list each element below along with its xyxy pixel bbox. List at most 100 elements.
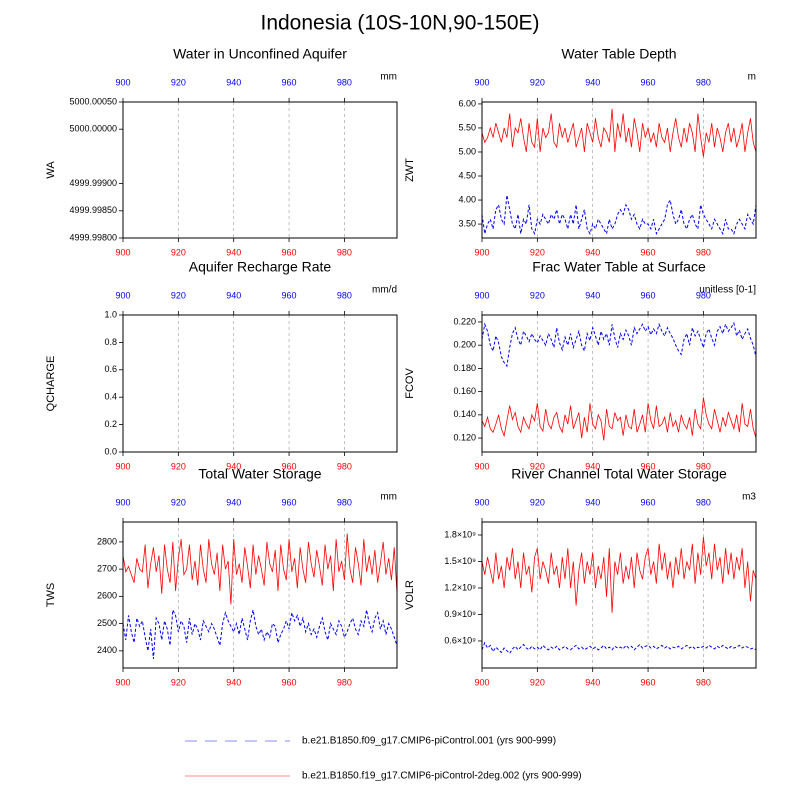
x-tick-label-top: 940 (585, 497, 600, 507)
legend-label: b.e21.B1850.f19_g17.CMIP6-piControl-2deg… (302, 771, 582, 782)
x-tick-label: 900 (115, 677, 130, 687)
panel: Water in Unconfined Aquifer mm WA 900 900 920… (45, 46, 398, 257)
x-tick-label: 920 (530, 677, 545, 687)
plot-area (482, 108, 756, 236)
x-tick-label-top: 940 (585, 290, 600, 300)
x-tick-label: 980 (337, 461, 352, 471)
x-tick-label: 920 (171, 677, 186, 687)
x-tick-label: 900 (474, 461, 489, 471)
x-tick-label: 940 (226, 677, 241, 687)
panel-title: Frac Water Table at Surface (532, 259, 706, 275)
y-tick-label: 0.180 (453, 363, 476, 373)
x-tick-label: 960 (282, 461, 297, 471)
series-line (482, 195, 756, 236)
x-tick-label: 980 (337, 247, 352, 257)
panel: River Channel Total Water Storage m3 VOLR 9… (404, 466, 757, 687)
y-tick-label: 2400 (97, 645, 117, 655)
x-tick-label: 960 (641, 677, 656, 687)
panel: Total Water Storage mm TWS 900 900 920 920 940 9… (45, 466, 398, 687)
x-tick-label-top: 980 (696, 497, 711, 507)
x-tick-label-top: 920 (530, 77, 545, 87)
units-label: m (748, 72, 756, 83)
x-tick-label-top: 920 (171, 77, 186, 87)
y-axis-label: ZWT (404, 158, 416, 182)
y-tick-label: 2700 (97, 563, 117, 573)
x-tick-label: 960 (641, 461, 656, 471)
x-tick-label: 920 (171, 247, 186, 257)
y-tick-label: 0.200 (453, 340, 476, 350)
panel: Aquifer Recharge Rate mm/d QCHARGE 900 900 92… (45, 259, 398, 471)
x-tick-label-top: 900 (115, 290, 130, 300)
x-tick-label-top: 980 (696, 77, 711, 87)
x-tick-label: 960 (641, 247, 656, 257)
x-tick-label: 940 (585, 247, 600, 257)
x-tick-label-top: 900 (474, 497, 489, 507)
x-tick-label-top: 900 (115, 497, 130, 507)
y-tick-label: 0.120 (453, 432, 476, 442)
panel-title: Total Water Storage (198, 466, 321, 482)
x-tick-label-top: 980 (337, 290, 352, 300)
x-tick-label-top: 980 (337, 77, 352, 87)
y-tick-label: 6.00 (458, 98, 476, 108)
units-label: unitless [0-1] (699, 285, 756, 296)
legend-label: b.e21.B1850.f09_g17.CMIP6-piControl.001 … (302, 736, 556, 747)
y-tick-label: 3.50 (458, 218, 476, 228)
y-tick-label: 0.0 (104, 446, 117, 456)
y-tick-label: 0.140 (453, 409, 476, 419)
y-tick-label: 0.8 (104, 337, 117, 347)
panel: Water Table Depth m ZWT 900 900 920 920 940 940 9… (404, 46, 757, 257)
x-tick-label-top: 960 (641, 497, 656, 507)
y-axis-label: TWS (45, 583, 57, 607)
y-tick-label: 5000.00050 (69, 96, 117, 106)
y-tick-label: 0.6 (104, 364, 117, 374)
units-label: m3 (742, 492, 756, 503)
x-tick-label: 980 (337, 677, 352, 687)
x-tick-label: 900 (115, 461, 130, 471)
x-tick-label: 940 (585, 461, 600, 471)
y-tick-label: 2800 (97, 536, 117, 546)
x-tick-label-top: 900 (474, 290, 489, 300)
panel: Frac Water Table at Surface unitless [0-1… (404, 259, 757, 471)
y-tick-label: 4.00 (458, 194, 476, 204)
panel-title: Aquifer Recharge Rate (189, 259, 332, 275)
series-line (123, 533, 397, 605)
x-tick-label-top: 920 (171, 290, 186, 300)
y-axis-label: QCHARGE (45, 356, 57, 412)
y-tick-label: 5000.00000 (69, 124, 117, 134)
x-tick-label-top: 940 (226, 290, 241, 300)
x-tick-label-top: 900 (115, 77, 130, 87)
x-tick-label: 980 (696, 677, 711, 687)
x-tick-label-top: 940 (585, 77, 600, 87)
y-tick-label: 0.220 (453, 316, 476, 326)
panel-frame (122, 521, 398, 669)
y-tick-label: 0.160 (453, 386, 476, 396)
x-tick-label: 960 (282, 247, 297, 257)
x-tick-label-top: 980 (337, 497, 352, 507)
x-tick-label: 900 (115, 247, 130, 257)
x-tick-label-top: 900 (474, 77, 489, 87)
plot-area (482, 536, 756, 655)
panel-frame (481, 314, 757, 453)
panel-frame (122, 101, 398, 239)
y-tick-label: 5.00 (458, 146, 476, 156)
y-tick-label: 1.2×10⁹ (444, 582, 476, 592)
plot-area (482, 321, 756, 441)
panel-title: Water Table Depth (561, 46, 676, 62)
panel-frame (481, 521, 757, 669)
figure-title: Indonesia (10S-10N,90-150E) (260, 12, 539, 35)
y-tick-label: 0.4 (104, 392, 117, 402)
x-tick-label-top: 940 (226, 497, 241, 507)
x-tick-label: 920 (530, 461, 545, 471)
x-tick-label: 900 (474, 677, 489, 687)
units-label: mm (380, 492, 397, 503)
x-tick-label-top: 980 (696, 290, 711, 300)
series-line (482, 536, 756, 613)
y-tick-label: 0.2 (104, 419, 117, 429)
y-tick-label: 5.50 (458, 122, 476, 132)
x-tick-label: 920 (171, 461, 186, 471)
units-label: mm (380, 72, 397, 83)
x-tick-label: 980 (696, 247, 711, 257)
x-tick-label-top: 960 (641, 77, 656, 87)
y-tick-label: 1.8×10⁹ (444, 529, 476, 539)
